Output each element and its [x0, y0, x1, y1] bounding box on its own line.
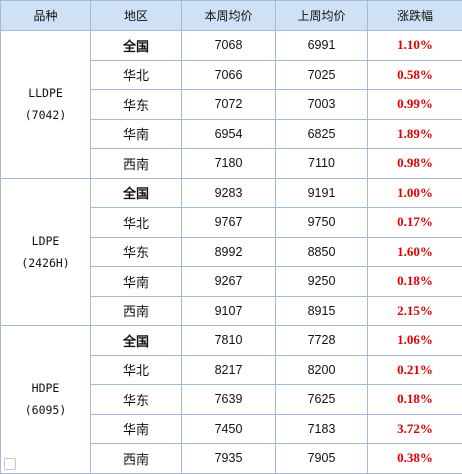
last-week-price: 9250 — [276, 267, 368, 297]
last-week-price: 7625 — [276, 385, 368, 415]
header-change-pct: 涨跌幅 — [368, 1, 462, 31]
product-cell: LDPE (2426H) — [1, 178, 91, 326]
this-week-price: 7180 — [182, 149, 276, 179]
watermark-icon — [4, 458, 16, 470]
this-week-price: 8217 — [182, 355, 276, 385]
table-row: HDPE (6095) 全国 7810 7728 1.06% — [1, 326, 462, 356]
this-week-price: 8992 — [182, 237, 276, 267]
change-pct: 1.89% — [368, 119, 462, 149]
this-week-price: 9283 — [182, 178, 276, 208]
last-week-price: 7110 — [276, 149, 368, 179]
product-cell: HDPE (6095) — [1, 326, 91, 474]
change-pct: 0.18% — [368, 385, 462, 415]
region-cell: 华南 — [91, 414, 182, 444]
change-pct: 0.98% — [368, 149, 462, 179]
header-row: 品种 地区 本周均价 上周均价 涨跌幅 — [1, 1, 462, 31]
region-cell: 全国 — [91, 326, 182, 356]
product-name: HDPE — [1, 377, 90, 399]
region-cell: 华北 — [91, 208, 182, 238]
this-week-price: 7810 — [182, 326, 276, 356]
this-week-price: 9107 — [182, 296, 276, 326]
region-cell: 全国 — [91, 31, 182, 61]
this-week-price: 7072 — [182, 90, 276, 120]
region-cell: 华东 — [91, 90, 182, 120]
change-pct: 0.58% — [368, 60, 462, 90]
region-cell: 华南 — [91, 267, 182, 297]
header-product: 品种 — [1, 1, 91, 31]
change-pct: 0.17% — [368, 208, 462, 238]
region-cell: 西南 — [91, 149, 182, 179]
change-pct: 0.38% — [368, 444, 462, 474]
change-pct: 1.60% — [368, 237, 462, 267]
last-week-price: 8850 — [276, 237, 368, 267]
header-last-week-avg: 上周均价 — [276, 1, 368, 31]
region-cell: 华东 — [91, 237, 182, 267]
product-grade: (2426H) — [1, 252, 90, 274]
change-pct: 0.99% — [368, 90, 462, 120]
table-row: LLDPE (7042) 全国 7068 6991 1.10% — [1, 31, 462, 61]
change-pct: 1.06% — [368, 326, 462, 356]
last-week-price: 9191 — [276, 178, 368, 208]
change-pct: 1.00% — [368, 178, 462, 208]
this-week-price: 7450 — [182, 414, 276, 444]
region-cell: 华东 — [91, 385, 182, 415]
table-header: 品种 地区 本周均价 上周均价 涨跌幅 — [1, 1, 462, 31]
change-pct: 0.21% — [368, 355, 462, 385]
table-row: LDPE (2426H) 全国 9283 9191 1.00% — [1, 178, 462, 208]
last-week-price: 8915 — [276, 296, 368, 326]
change-pct: 3.72% — [368, 414, 462, 444]
watermark-logo — [4, 458, 16, 470]
this-week-price: 7639 — [182, 385, 276, 415]
region-cell: 华南 — [91, 119, 182, 149]
product-name: LLDPE — [1, 82, 90, 104]
this-week-price: 6954 — [182, 119, 276, 149]
this-week-price: 7066 — [182, 60, 276, 90]
region-cell: 西南 — [91, 296, 182, 326]
this-week-price: 9267 — [182, 267, 276, 297]
product-grade: (7042) — [1, 104, 90, 126]
last-week-price: 9750 — [276, 208, 368, 238]
change-pct: 1.10% — [368, 31, 462, 61]
change-pct: 0.18% — [368, 267, 462, 297]
region-cell: 华北 — [91, 60, 182, 90]
product-grade: (6095) — [1, 399, 90, 421]
this-week-price: 7068 — [182, 31, 276, 61]
last-week-price: 7003 — [276, 90, 368, 120]
this-week-price: 9767 — [182, 208, 276, 238]
last-week-price: 6991 — [276, 31, 368, 61]
this-week-price: 7935 — [182, 444, 276, 474]
last-week-price: 7905 — [276, 444, 368, 474]
header-this-week-avg: 本周均价 — [182, 1, 276, 31]
last-week-price: 7025 — [276, 60, 368, 90]
last-week-price: 6825 — [276, 119, 368, 149]
region-cell: 全国 — [91, 178, 182, 208]
product-cell: LLDPE (7042) — [1, 31, 91, 179]
last-week-price: 8200 — [276, 355, 368, 385]
region-cell: 西南 — [91, 444, 182, 474]
region-cell: 华北 — [91, 355, 182, 385]
header-region: 地区 — [91, 1, 182, 31]
last-week-price: 7728 — [276, 326, 368, 356]
product-name: LDPE — [1, 230, 90, 252]
change-pct: 2.15% — [368, 296, 462, 326]
table-body: LLDPE (7042) 全国 7068 6991 1.10% 华北 7066 … — [1, 31, 462, 474]
last-week-price: 7183 — [276, 414, 368, 444]
